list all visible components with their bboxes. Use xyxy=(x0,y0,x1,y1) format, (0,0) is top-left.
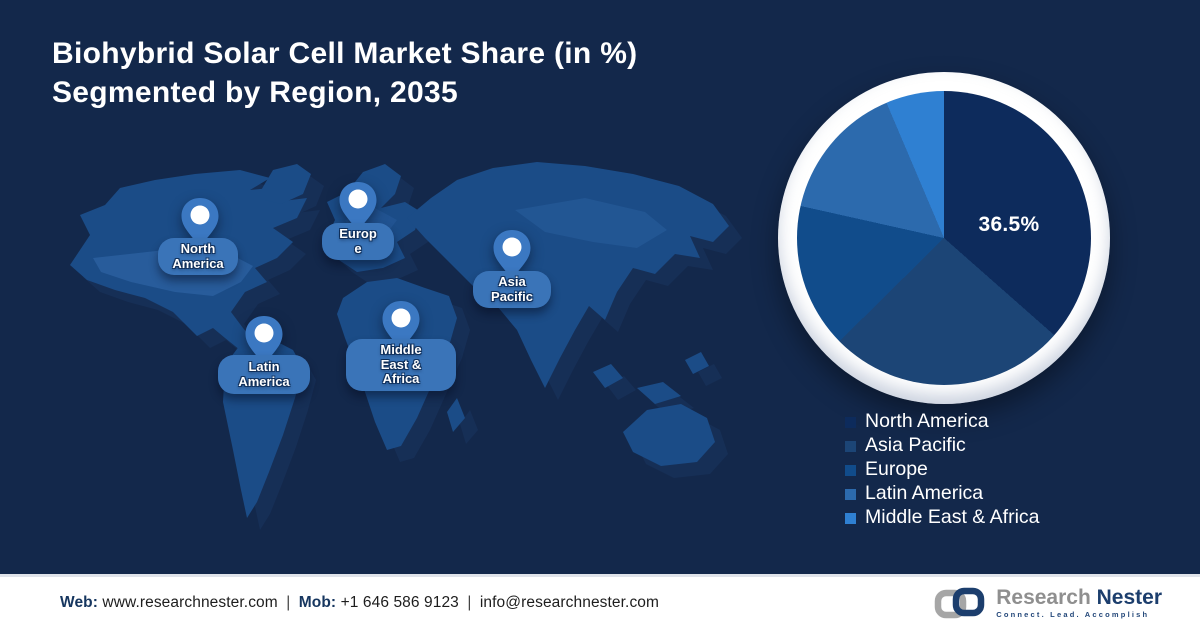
legend-label: Europe xyxy=(865,458,928,481)
page-title-line1: Biohybrid Solar Cell Market Share (in %) xyxy=(52,37,638,70)
phone-number: +1 646 586 9123 xyxy=(340,593,459,611)
legend-item: North America xyxy=(845,410,1040,434)
region-label-latin-america: Latin America xyxy=(218,355,310,395)
page-title: Biohybrid Solar Cell Market Share (in %)… xyxy=(52,34,637,112)
map-highlight-asia xyxy=(515,198,667,248)
legend-label: Asia Pacific xyxy=(865,434,966,457)
pie-legend: North America Asia Pacific Europe Latin … xyxy=(845,410,1040,530)
web-label: Web: xyxy=(60,593,98,611)
research-nester-logo: Research Nester Connect. Lead. Accomplis… xyxy=(932,585,1162,621)
legend-item: Asia Pacific xyxy=(845,434,1040,458)
legend-swatch xyxy=(845,440,856,452)
brand-name: Research Nester xyxy=(996,587,1162,608)
chain-links-icon xyxy=(934,587,985,618)
logo-text-block: Research Nester Connect. Lead. Accomplis… xyxy=(996,587,1162,619)
region-label-north-america: North America xyxy=(158,238,238,276)
mobile-label: Mob: xyxy=(298,593,337,611)
map-pin-middle-east-africa-icon xyxy=(382,301,420,351)
pie-chart-ring: 36.5% xyxy=(778,72,1110,404)
map-pin-europe-icon xyxy=(339,182,377,232)
legend-swatch xyxy=(845,488,856,500)
email-address: info@researchnester.com xyxy=(479,593,660,611)
map-pin-asia-pacific-icon xyxy=(493,230,531,280)
footer-bar: Web: www.researchnester.com | Mob: +1 64… xyxy=(0,574,1200,628)
brand-name-nester: Nester xyxy=(1096,585,1162,609)
legend-swatch xyxy=(845,512,856,524)
legend-item: Latin America xyxy=(845,482,1040,506)
pie-chart xyxy=(797,91,1091,385)
region-label-europe: Europe xyxy=(322,223,394,261)
legend-item: Europe xyxy=(845,458,1040,482)
legend-label: North America xyxy=(865,410,989,433)
legend-label: Middle East & Africa xyxy=(865,506,1040,529)
region-label-asia-pacific: Asia Pacific xyxy=(473,271,551,309)
contact-info: Web: www.researchnester.com | Mob: +1 64… xyxy=(60,594,659,612)
legend-item: Middle East & Africa xyxy=(845,506,1040,530)
brand-name-research: Research xyxy=(996,585,1091,609)
legend-swatch xyxy=(845,416,856,428)
separator: | xyxy=(467,593,472,611)
pie-slice-value: 36.5% xyxy=(978,213,1040,236)
separator: | xyxy=(286,593,291,611)
brand-tagline: Connect. Lead. Accomplish xyxy=(996,609,1150,619)
region-label-middle-east-africa: Middle East & Africa xyxy=(346,339,456,391)
map-pin-north-america-icon xyxy=(181,198,219,248)
legend-swatch xyxy=(845,464,856,476)
legend-label: Latin America xyxy=(865,482,984,505)
page-title-line2: Segmented by Region, 2035 xyxy=(52,76,458,109)
website-url: www.researchnester.com xyxy=(102,593,278,611)
map-pin-latin-america-icon xyxy=(245,316,283,366)
